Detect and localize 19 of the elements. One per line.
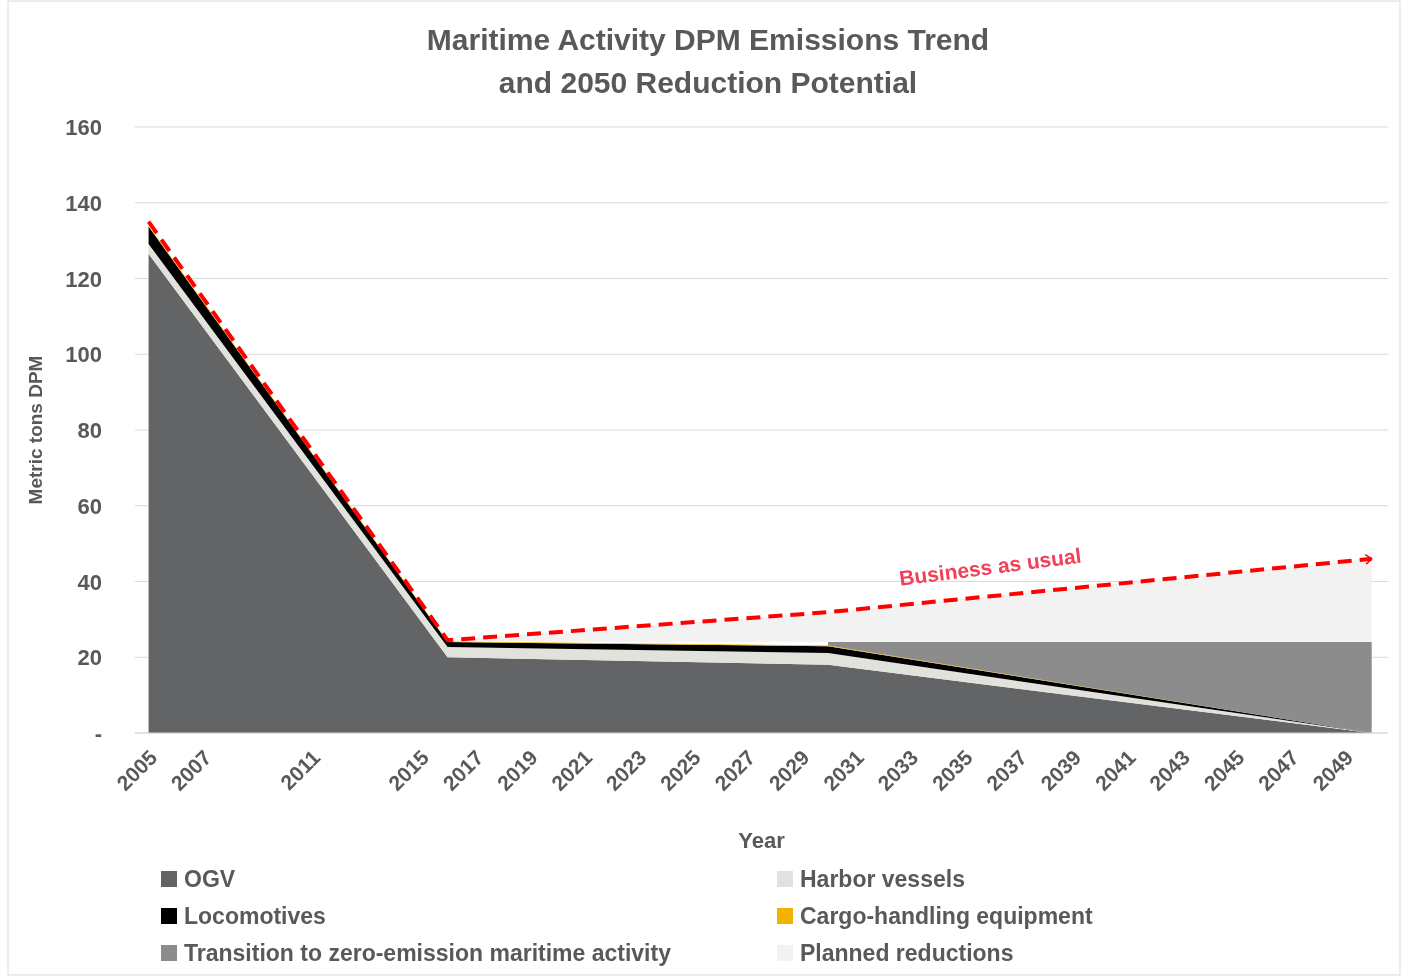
legend-label: Harbor vessels bbox=[800, 866, 965, 892]
x-axis-title: Year bbox=[738, 828, 786, 853]
legend-label: OGV bbox=[184, 866, 236, 892]
legend-label: Planned reductions bbox=[800, 940, 1014, 966]
y-tick-label: 80 bbox=[77, 418, 102, 443]
chart-title: Maritime Activity DPM Emissions Trend and 2050 Reduction Potential bbox=[426, 23, 990, 99]
text: Business as usual bbox=[897, 543, 1083, 590]
y-tick-label: 60 bbox=[77, 493, 102, 519]
y-tick-label: - bbox=[94, 721, 102, 746]
legend-label: Transition to zero-emission maritime activity bbox=[184, 940, 672, 966]
y-tick-label: 20 bbox=[77, 645, 102, 671]
legend-label: Cargo-handling equipment bbox=[800, 903, 1093, 929]
y-tick-label: 160 bbox=[65, 115, 102, 140]
y-tick-label: 120 bbox=[65, 266, 102, 292]
y-tick-label: 100 bbox=[65, 342, 102, 368]
legend-label: Locomotives bbox=[184, 903, 326, 929]
y-tick-label: 40 bbox=[77, 569, 102, 595]
y-axis-title: Metric tons DPM bbox=[25, 355, 46, 505]
y-tick-label: 140 bbox=[65, 190, 102, 216]
